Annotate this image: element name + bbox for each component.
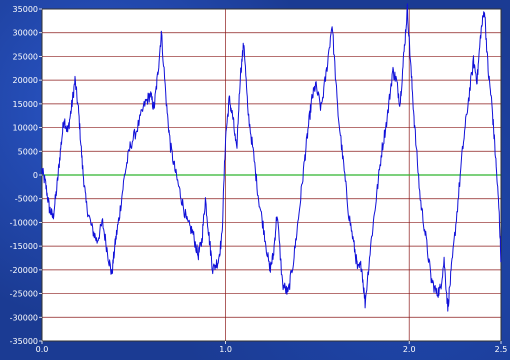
y-tick-label: 25000 xyxy=(13,52,38,61)
x-tick-label: 2.0 xyxy=(403,345,416,354)
y-tick-label: -30000 xyxy=(10,313,38,322)
y-tick-label: -10000 xyxy=(10,218,38,227)
y-tick-label: 5000 xyxy=(18,147,38,156)
waveform-series-line xyxy=(41,3,502,312)
x-tick-label: 1.0 xyxy=(219,345,232,354)
y-tick-label: 10000 xyxy=(13,124,38,133)
y-tick-label: -15000 xyxy=(10,242,38,251)
y-tick-label: 15000 xyxy=(13,100,38,109)
y-tick-labels: 35000 30000 25000 20000 15000 10000 5000 0 -5000… xyxy=(10,5,42,346)
y-tick-label: -25000 xyxy=(10,290,38,299)
y-tick-label: -35000 xyxy=(10,337,38,346)
x-tick-label: 0.0 xyxy=(36,345,49,354)
y-tick-label: 0 xyxy=(33,171,38,180)
y-tick-label: -20000 xyxy=(10,266,38,275)
x-tick-label: 2.5 xyxy=(495,345,508,354)
y-tick-label: 20000 xyxy=(13,76,38,85)
series-layer xyxy=(41,3,502,312)
y-tick-label: 30000 xyxy=(13,29,38,38)
y-tick-label: 35000 xyxy=(13,5,38,14)
x-tick-labels: 0.0 1.0 2.0 2.5 xyxy=(36,341,508,354)
y-tick-label: -5000 xyxy=(15,195,38,204)
